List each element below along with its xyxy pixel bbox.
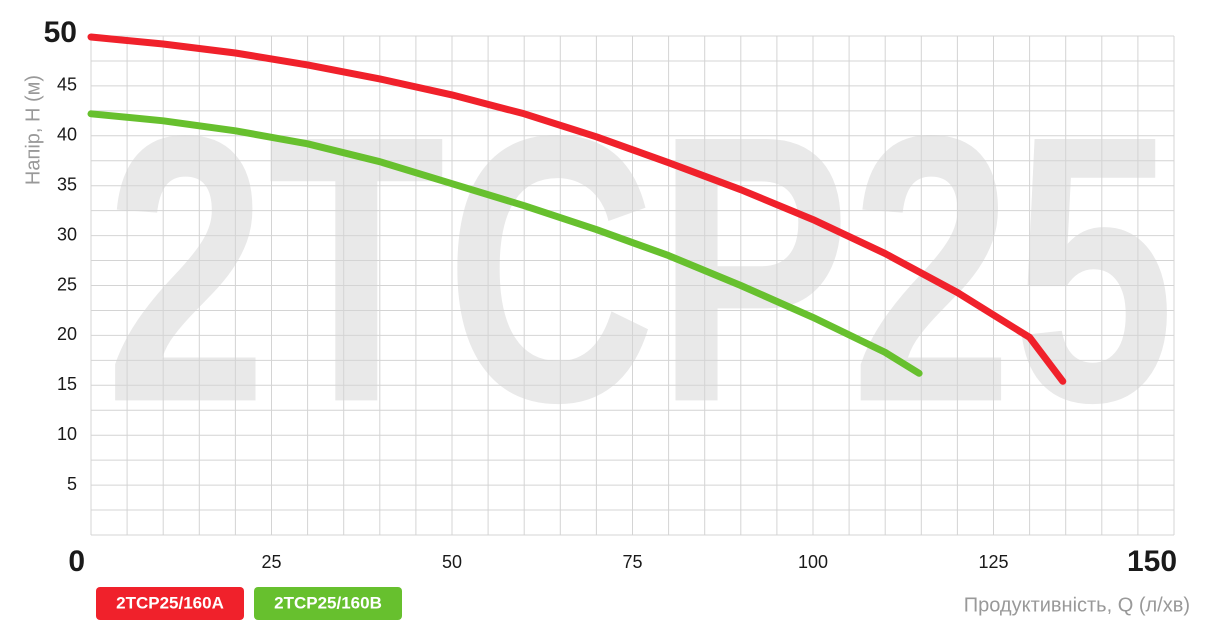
y-tick-label: 35 [57,174,77,194]
tick-labels: 0 25 50 75 100 125 150 5 10 15 20 25 30 35 40 45 50 [44,16,1177,578]
y-tick-label: 10 [57,424,77,444]
y-tick-label: 30 [57,224,77,244]
lines [87,33,1067,385]
y-tick-label: 20 [57,324,77,344]
y-tick-label: 15 [57,374,77,394]
legend-label: 2TCP25/160A [116,593,224,612]
x-axis-title: Продуктивність, Q (л/хв) [964,594,1190,616]
x-tick-label: 100 [798,552,828,572]
watermark: 2TCP25 [105,56,1175,481]
legend-swatch [96,587,244,620]
x-tick-label: 150 [1127,545,1177,578]
y-tick-label: 45 [57,75,77,95]
x-tick-label: 75 [622,552,642,572]
y-tick-label: 40 [57,125,77,145]
legend: 2TCP25/160A 2TCP25/160B [96,587,402,620]
x-tick-label: 50 [442,552,462,572]
x-tick-label: 0 [68,545,85,578]
x-tick-label: 125 [978,552,1008,572]
grid [90,35,1175,536]
legend-label: 2TCP25/160B [274,593,382,612]
x-tick-label: 25 [261,552,281,572]
series-line [87,110,923,377]
y-tick-label: 5 [67,474,77,494]
series-line [87,33,1067,385]
y-axis-title: Напір, H (м) [22,75,44,185]
y-tick-label: 50 [44,16,77,49]
legend-swatch [254,587,402,620]
y-tick-label: 25 [57,274,77,294]
